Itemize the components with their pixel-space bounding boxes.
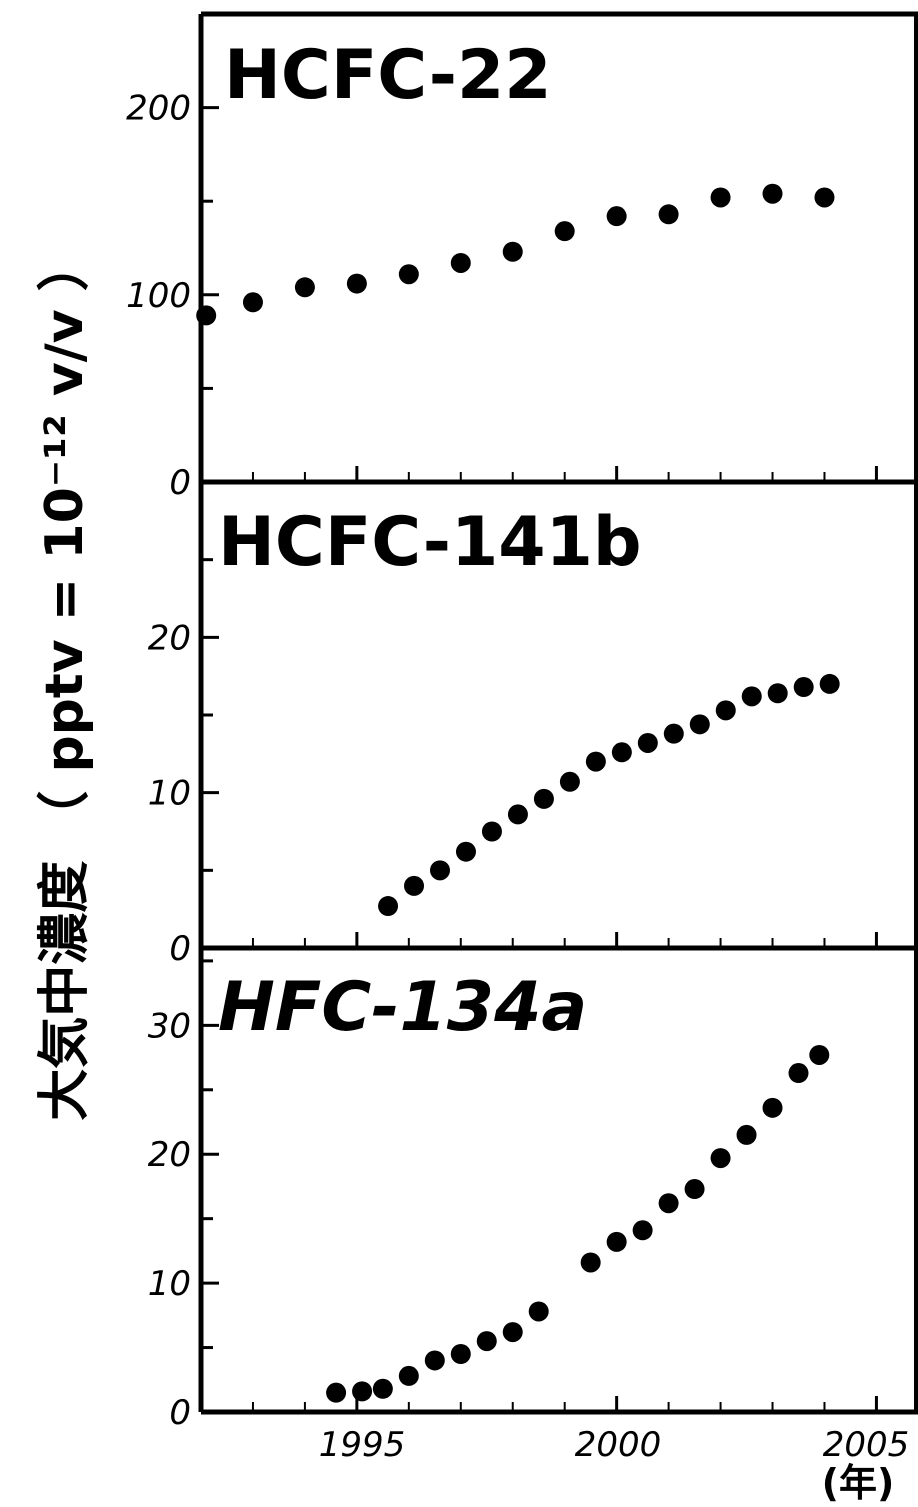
data-point-hfc134a [632,1220,653,1241]
data-point-hcfc22 [398,264,419,285]
data-point-hfc134a [809,1044,830,1065]
data-point-hcfc141b [819,673,840,694]
data-point-hfc134a [684,1179,705,1200]
data-point-hfc134a [710,1148,731,1169]
y-tick-label-hfc134a-20: 20 [148,1135,191,1175]
y-tick-label-hcfc22-100: 100 [126,276,191,316]
x-tick-label-2000: 2000 [575,1425,662,1465]
data-point-hcfc22 [814,187,835,208]
y-tick-label-hfc134a-30: 30 [148,1006,191,1046]
data-point-hcfc22 [762,183,783,204]
data-point-hcfc22 [606,206,627,227]
x-axis-unit: (年) [822,1461,895,1505]
data-point-hfc134a [372,1378,393,1399]
data-point-hcfc141b [481,821,502,842]
y-tick-label-hcfc22-0: 0 [169,463,191,503]
data-point-hcfc22 [658,204,679,225]
data-point-hcfc22 [502,241,523,262]
data-point-hcfc141b [741,686,762,707]
data-point-hcfc141b [663,723,684,744]
data-point-hfc134a [398,1365,419,1386]
data-point-hfc134a [658,1193,679,1214]
data-point-hcfc22 [294,277,315,298]
x-tick-label-2005: 2005 [823,1425,910,1465]
y-axis-label: 大気中濃度 （ pptv = 10⁻¹² v/v ） [35,239,95,1121]
data-point-hcfc141b [689,714,710,735]
data-point-hfc134a [476,1331,497,1352]
data-point-hcfc141b [507,804,528,825]
data-point-hfc134a [736,1124,757,1145]
data-point-hfc134a [580,1252,601,1273]
data-point-hcfc22 [710,187,731,208]
data-point-hcfc22 [554,221,575,242]
y-tick-label-hfc134a-0: 0 [169,1393,191,1433]
y-tick-label-hfc134a-10: 10 [148,1264,191,1304]
data-point-hcfc141b [767,683,788,704]
data-point-hcfc141b [455,841,476,862]
data-point-hfc134a [762,1097,783,1118]
data-point-hfc134a [450,1344,471,1364]
data-point-hcfc141b [559,771,580,792]
panel-title-hcfc22: HCFC-22 [224,36,552,115]
data-point-hcfc22 [242,292,263,313]
data-point-hcfc141b [585,751,606,772]
data-point-hcfc141b [430,860,450,881]
data-point-hcfc22 [346,273,367,294]
x-tick-label-1995: 1995 [319,1425,406,1465]
y-tick-label-hcfc141b-0: 0 [169,929,191,969]
data-point-hfc134a [502,1322,523,1343]
data-point-hcfc141b [637,732,658,753]
data-point-hfc134a [326,1382,347,1403]
data-point-hcfc141b [793,677,814,698]
data-point-hfc134a [424,1350,445,1371]
data-point-hcfc141b [715,700,736,721]
data-point-hcfc22 [196,305,217,326]
data-point-hcfc22 [450,252,471,273]
data-point-hcfc141b [404,875,425,896]
data-point-hfc134a [528,1301,549,1322]
data-point-hcfc141b [611,742,632,763]
data-point-hfc134a [606,1231,627,1252]
data-point-hcfc141b [533,788,554,809]
y-tick-label-hcfc141b-20: 20 [148,618,191,658]
data-point-hfc134a [788,1063,809,1084]
y-tick-label-hcfc22-200: 200 [126,89,191,129]
data-point-hcfc141b [378,896,399,917]
panel-title-hfc134a: HFC-134a [218,968,587,1047]
panel-title-hcfc141b: HCFC-141b [218,503,642,582]
y-tick-label-hcfc141b-10: 10 [148,774,191,814]
data-point-hfc134a [352,1381,373,1402]
